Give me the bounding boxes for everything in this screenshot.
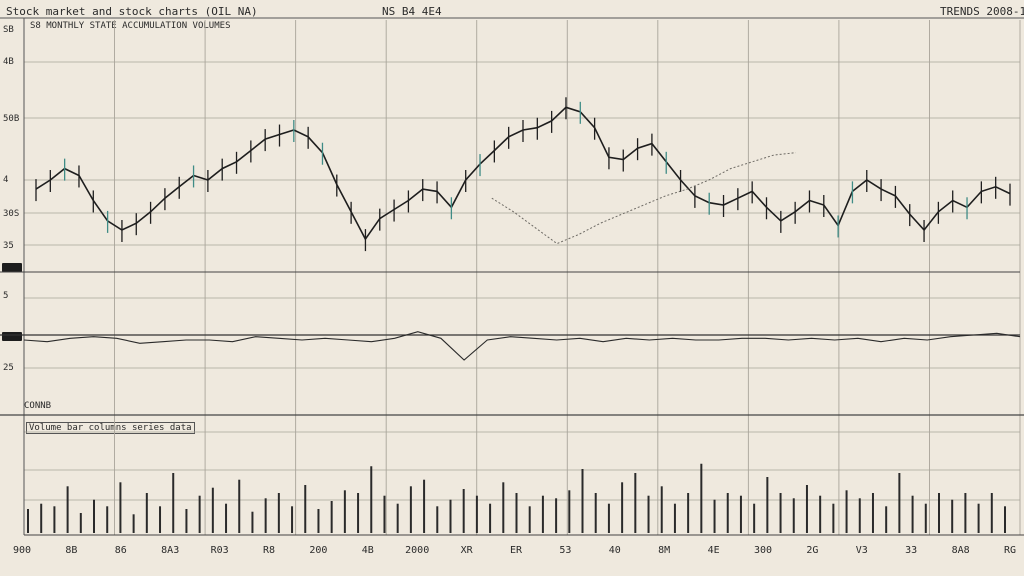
x-tick-label: RG [1003,545,1017,556]
x-tick-label: 8A8 [951,545,970,556]
volume-series [27,463,1006,533]
x-tick-label: 200 [309,545,328,556]
y-axis-label: 35 [3,241,14,251]
y-axis-label: 25 [3,363,14,373]
x-tick-label: 4B [361,545,374,556]
chart-title: Stock market and stock charts (OIL NA) [6,5,258,18]
header-center-label: NS B4 4E4 [382,5,442,18]
x-tick-label: 86 [114,545,127,556]
x-tick-label: 2000 [405,545,430,556]
chart-subtitle: S8 MONTHLY STATE ACCUMULATION VOLUMES [30,21,231,31]
y-axis-label: 5 [3,291,9,301]
grid-lines [23,20,1021,535]
x-tick-label: V3 [855,545,868,556]
y-axis-label: 30S [3,209,20,219]
x-tick-label: 900 [12,545,32,556]
price-tag-marker [2,332,22,341]
x-tick-label: R8 [262,545,276,556]
panel-borders [0,17,1024,536]
x-tick-label: 40 [608,545,621,556]
price-tag-marker [2,263,22,272]
x-tick-label: 8M [658,545,671,556]
oscillator-line [23,331,1021,361]
moving-average-series [491,152,796,245]
x-tick-label: ER [509,545,523,556]
x-tick-label: 4E [707,545,720,556]
volume-panel-title: CONNB [24,401,52,411]
x-tick-label: XR [460,545,473,556]
y-axis-label: 4 [3,175,9,185]
x-tick-label: 300 [753,545,773,556]
price-series [35,97,1011,252]
x-tick-label: 33 [905,545,918,556]
volume-panel-legend: Volume bar columns series data [26,422,195,434]
header-right-label: TRENDS 2008-19 [940,5,1024,18]
y-axis-label: SB [3,25,14,35]
x-tick-label: 2G [806,545,819,556]
x-tick-label: 53 [559,545,572,556]
x-tick-label: 8B [65,545,78,556]
moving-average-line [491,152,796,245]
x-tick-label: 8A3 [161,545,180,556]
oscillator-series [23,331,1021,361]
y-axis-label: 50B [3,114,20,124]
y-axis-label: 4B [3,57,14,67]
x-tick-label: R03 [210,545,229,556]
